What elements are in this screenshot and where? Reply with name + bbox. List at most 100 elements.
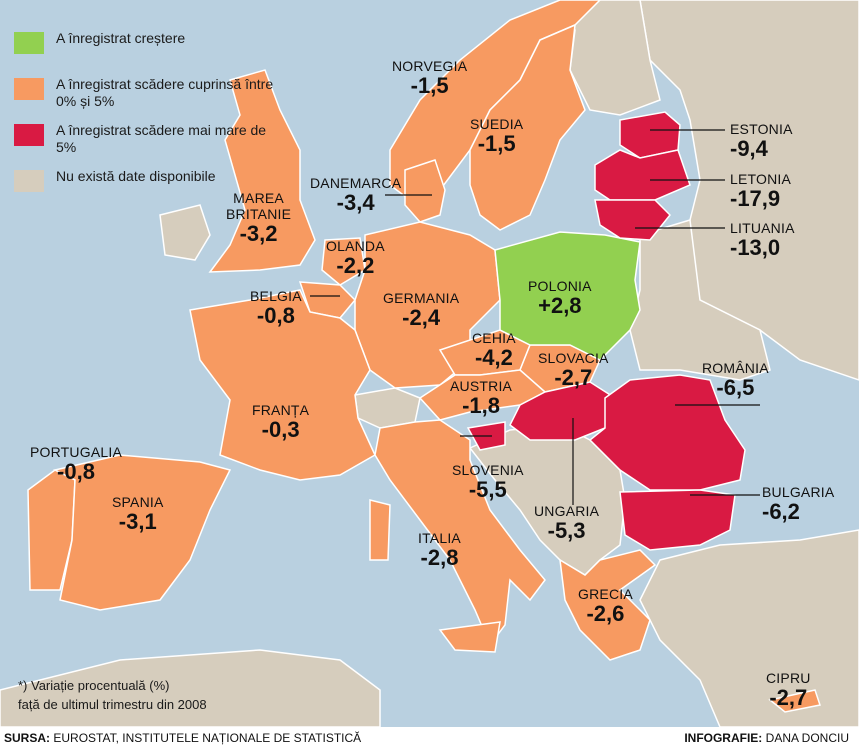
label-belgia-value: -0,8 [256, 303, 295, 328]
legend-label-decrease-small: A înregistrat scădere cuprinsă între 0% … [56, 76, 274, 109]
label-cipru-name: CIPRU [766, 670, 811, 686]
label-suedia-value: -1,5 [477, 131, 516, 156]
legend-swatch-increase [14, 32, 44, 54]
europe-map [0, 0, 859, 727]
source-text: EUROSTAT, INSTITUTELE NAȚIONALE DE STATI… [53, 731, 362, 745]
label-italia: ITALIA -2,8 [418, 530, 461, 570]
label-grecia: GRECIA -2,6 [578, 586, 633, 626]
country-letonia [594, 149, 691, 201]
label-italia-name: ITALIA [418, 530, 461, 546]
label-spania: SPANIA -3,1 [112, 494, 164, 534]
country-danemarca [404, 159, 446, 223]
country-romania [588, 374, 746, 491]
label-marea-britanie-name-1: MAREA [233, 190, 284, 206]
label-romania-value: -6,5 [716, 375, 755, 400]
label-cipru: CIPRU -2,7 [766, 670, 811, 710]
label-suedia-name: SUEDIA [470, 116, 524, 132]
label-slovacia-name: SLOVACIA [538, 350, 609, 366]
label-grecia-value: -2,6 [586, 601, 625, 626]
label-suedia: SUEDIA -1,5 [470, 116, 523, 156]
label-norvegia-value: -1,5 [410, 73, 449, 98]
country-polonia [494, 231, 641, 361]
source-credit: SURSA: EUROSTAT, INSTITUTELE NAȚIONALE D… [4, 731, 361, 745]
country-spania [52, 454, 232, 611]
footnote-line-2: față de ultimul trimestru din 2008 [18, 697, 207, 712]
label-danemarca-name: DANEMARCA [310, 175, 402, 191]
label-cehia-value: -4,2 [474, 345, 513, 370]
legend-swatch-decrease-large [14, 124, 44, 146]
country-italia-sardinia [369, 499, 391, 561]
label-slovacia: SLOVACIA -2,7 [538, 350, 609, 390]
label-portugalia-name: PORTUGALIA [30, 444, 122, 460]
legend-label-increase: A înregistrat creștere [56, 30, 186, 46]
label-slovenia-value: -5,5 [468, 477, 507, 502]
legend-label-decrease-large: A înregistrat scădere mai mare de 5% [56, 122, 267, 155]
legend-swatch-decrease-small [14, 78, 44, 100]
label-polonia-name: POLONIA [528, 278, 592, 294]
label-ungaria-value: -5,3 [547, 518, 586, 543]
label-letonia-value: -17,9 [730, 186, 781, 211]
label-germania: GERMANIA -2,4 [383, 290, 459, 330]
country-italia-sicily [438, 621, 501, 653]
label-franta-value: -0,3 [261, 417, 300, 442]
label-letonia-name: LETONIA [730, 171, 792, 187]
footnote-line-1: *) Variație procentuală (%) [18, 678, 170, 693]
label-italia-value: -2,8 [420, 545, 459, 570]
footnote: *) Variație procentuală (%) față de ulti… [18, 676, 207, 714]
country-olanda [321, 237, 366, 286]
label-bulgaria: BULGARIA -6,2 [762, 484, 834, 524]
label-danemarca-value: -3,4 [336, 190, 375, 215]
label-spania-value: -3,1 [118, 509, 157, 534]
label-cehia: CEHIA -4,2 [472, 330, 516, 370]
credit-text: DANA DONCIU [765, 731, 849, 745]
label-germania-name: GERMANIA [383, 290, 460, 306]
label-lituania: LITUANIA -13,0 [730, 220, 795, 260]
label-polonia-value: +2,8 [538, 293, 582, 318]
label-norvegia: NORVEGIA -1,5 [392, 58, 467, 98]
label-danemarca: DANEMARCA -3,4 [310, 175, 401, 215]
label-lituania-name: LITUANIA [730, 220, 795, 236]
country-bulgaria [619, 489, 736, 551]
country-italia [374, 419, 546, 647]
label-austria-name: AUSTRIA [450, 378, 513, 394]
label-romania-name: ROMÂNIA [702, 360, 769, 376]
label-marea-britanie: MAREA BRITANIE -3,2 [226, 190, 291, 246]
label-olanda-name: OLANDA [326, 238, 385, 254]
label-germania-value: -2,4 [402, 305, 441, 330]
label-ungaria-name: UNGARIA [534, 503, 600, 519]
footer: SURSA: EUROSTAT, INSTITUTELE NAȚIONALE D… [0, 727, 859, 750]
country-cipru [768, 689, 821, 713]
country-suedia [469, 23, 586, 231]
leader-lines [310, 129, 760, 505]
label-grecia-name: GRECIA [578, 586, 633, 602]
label-estonia-name: ESTONIA [730, 121, 793, 137]
label-belgia: BELGIA -0,8 [250, 288, 302, 328]
label-bulgaria-value: -6,2 [762, 499, 800, 524]
credit-label: INFOGRAFIE: [684, 731, 763, 745]
label-letonia: LETONIA -17,9 [730, 171, 791, 211]
label-lituania-value: -13,0 [730, 235, 781, 260]
label-austria-value: -1,8 [462, 393, 500, 418]
label-olanda-value: -2,2 [336, 253, 375, 278]
country-franta [189, 289, 376, 481]
label-cipru-value: -2,7 [769, 685, 808, 710]
label-slovenia-name: SLOVENIA [452, 462, 524, 478]
label-franta: FRANȚA -0,3 [252, 402, 309, 442]
label-olanda: OLANDA -2,2 [326, 238, 385, 278]
label-cehia-name: CEHIA [472, 330, 516, 346]
label-estonia-value: -9,4 [730, 136, 768, 161]
label-ungaria: UNGARIA -5,3 [534, 503, 599, 543]
country-grecia [559, 549, 657, 661]
author-credit: INFOGRAFIE: DANA DONCIU [684, 731, 849, 745]
label-austria: AUSTRIA -1,8 [450, 378, 512, 418]
region-north-africa [0, 649, 381, 727]
label-slovacia-value: -2,7 [554, 365, 593, 390]
region-iceland-ireland [159, 204, 211, 261]
label-spania-name: SPANIA [112, 494, 164, 510]
label-marea-britanie-name-2: BRITANIE [226, 206, 292, 222]
label-marea-britanie-value: -3,2 [239, 221, 278, 246]
label-portugalia: PORTUGALIA -0,8 [30, 444, 122, 484]
legend-swatch-no-data [14, 170, 44, 192]
label-estonia: ESTONIA -9,4 [730, 121, 793, 161]
